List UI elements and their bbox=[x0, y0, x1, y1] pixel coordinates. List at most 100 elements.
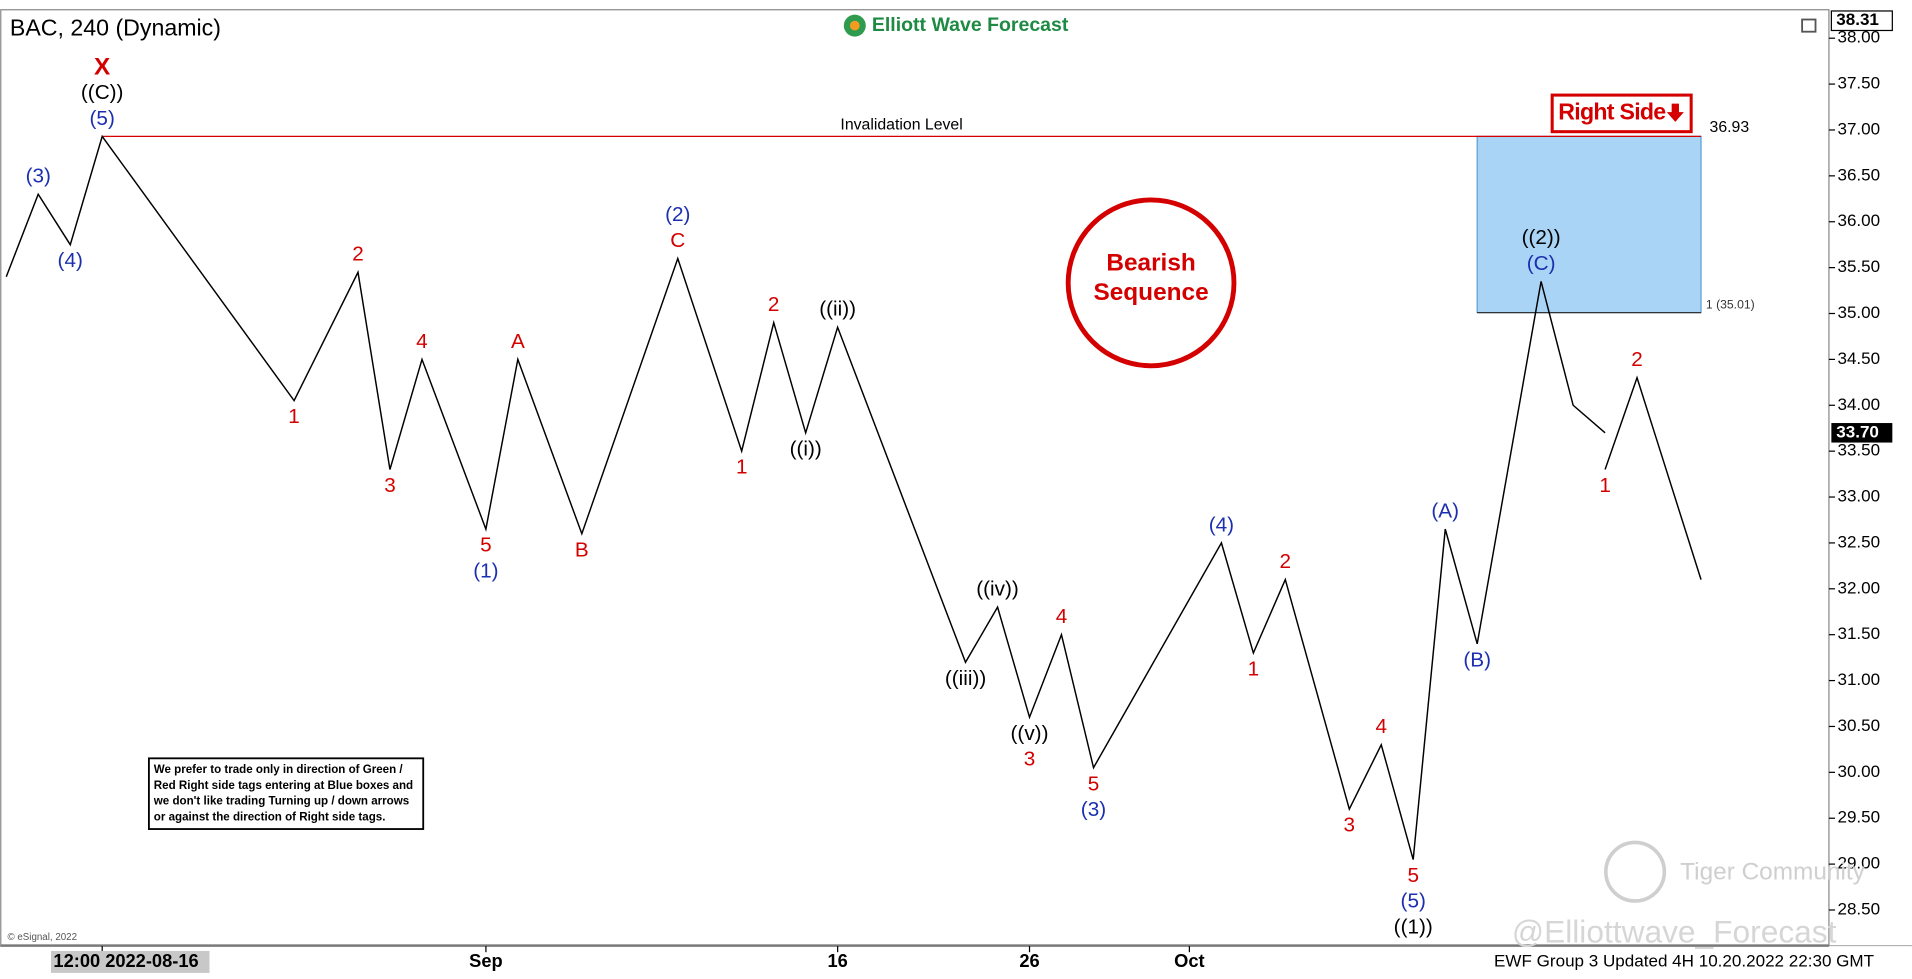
y-tick-label: 36.00 bbox=[1837, 211, 1880, 230]
last-price-label: 33.70 bbox=[1836, 422, 1879, 441]
badge-text: Bearish Sequence bbox=[1093, 249, 1209, 307]
wave-label: ((C)) bbox=[81, 81, 124, 104]
brand-name: Elliott Wave Forecast bbox=[872, 14, 1069, 36]
y-tick-label: 36.50 bbox=[1837, 165, 1880, 184]
wave-label: 3 bbox=[1024, 747, 1036, 770]
corner bbox=[1828, 946, 1912, 979]
y-max-label: 38.31 bbox=[1836, 10, 1879, 29]
wave-label: (3) bbox=[1081, 798, 1106, 821]
wave-label: 2 bbox=[1280, 550, 1292, 573]
wave-label: 2 bbox=[768, 293, 780, 316]
wave-label: 5 bbox=[1407, 864, 1419, 887]
wave-label: B bbox=[575, 538, 589, 561]
x-start-tag bbox=[50, 950, 210, 973]
wave-label: 2 bbox=[352, 243, 364, 266]
footer: EWF Group 3 Updated 4H 10.20.2022 22:30 … bbox=[1494, 951, 1875, 970]
y-tick-label: 28.50 bbox=[1837, 899, 1880, 918]
x-tick-label: Sep bbox=[469, 950, 503, 971]
wave-label: 4 bbox=[1375, 715, 1387, 738]
wave-label: A bbox=[511, 330, 525, 353]
y-tick-label: 30.00 bbox=[1837, 762, 1880, 781]
wave-label: 1 bbox=[288, 405, 300, 428]
y-tick-label: 38.00 bbox=[1837, 28, 1880, 47]
brand-logo: Elliott Wave Forecast bbox=[843, 14, 1069, 37]
wave-label: ((i)) bbox=[790, 437, 822, 460]
y-tick-label: 37.00 bbox=[1837, 119, 1880, 138]
invalidation-value: 36.93 bbox=[1710, 119, 1750, 136]
wave-label: 4 bbox=[1056, 605, 1068, 628]
wave-label: ((1)) bbox=[1394, 915, 1433, 938]
y-tick-label: 29.00 bbox=[1837, 854, 1880, 873]
wave-label: 5 bbox=[480, 534, 492, 557]
watermark-icon bbox=[1603, 840, 1667, 903]
wave-label: 5 bbox=[1088, 772, 1100, 795]
logo-icon-inner bbox=[849, 20, 860, 31]
badge-box: Bearish Sequence bbox=[1093, 249, 1209, 307]
y-tick-label: 31.00 bbox=[1837, 670, 1880, 689]
projection-line bbox=[1604, 375, 1702, 580]
note-box bbox=[147, 757, 425, 830]
wave-label: (A) bbox=[1431, 500, 1459, 523]
wave-label: ((v)) bbox=[1011, 722, 1049, 745]
plot-area: 28.50 29.00 29.50 30.00 30.50 31.00 31.50 32.00… bbox=[5, 10, 1893, 973]
chart-title: BAC, 240 (Dynamic) bbox=[10, 14, 221, 40]
invalidation-label: Invalidation Level bbox=[840, 117, 962, 134]
y-tick-label: 35.50 bbox=[1837, 257, 1880, 276]
right-side-text: Right Side bbox=[1558, 99, 1666, 125]
x-tick-label: 12:00 2022-08-16 bbox=[53, 950, 198, 971]
y-tick-label: 33.50 bbox=[1837, 441, 1880, 460]
target-box bbox=[1476, 135, 1702, 314]
last-price-tag bbox=[1831, 423, 1893, 443]
target-box-label: 1 (35.01) bbox=[1706, 297, 1755, 311]
wave-label: 1 bbox=[736, 456, 748, 479]
wave-label: ((iv)) bbox=[976, 578, 1019, 601]
wave-label: (4) bbox=[1209, 513, 1234, 536]
y-tick-label: 32.50 bbox=[1837, 532, 1880, 551]
wave-label: ((2)) bbox=[1522, 226, 1561, 249]
y-max-tag bbox=[1830, 10, 1893, 32]
wave-label: 3 bbox=[1344, 814, 1356, 837]
wave-label: (4) bbox=[58, 249, 83, 272]
wave-label: 2 bbox=[1631, 348, 1643, 371]
right-side-tag bbox=[1550, 93, 1693, 134]
wave-label: ((iii)) bbox=[945, 667, 986, 690]
note-wrap: We prefer to trade only in direction of … bbox=[153, 763, 414, 825]
wave-label: 3 bbox=[384, 474, 396, 497]
wave-label: (5) bbox=[90, 107, 115, 130]
wave-label: 1 bbox=[1599, 474, 1611, 497]
watermark: Tiger Community bbox=[1680, 858, 1865, 885]
x-tick-label: Oct bbox=[1174, 950, 1204, 971]
wave-label: (B) bbox=[1463, 648, 1491, 671]
wave-label: (3) bbox=[26, 165, 51, 188]
wave-label: (C) bbox=[1527, 252, 1556, 275]
y-tick-label: 34.00 bbox=[1837, 395, 1880, 414]
wave-label: (2) bbox=[665, 203, 690, 226]
plot-frame bbox=[0, 9, 1830, 946]
wave-label: (1) bbox=[473, 559, 498, 582]
badge-circle bbox=[1065, 197, 1237, 369]
wave-label: 4 bbox=[416, 330, 428, 353]
wave-label: X bbox=[94, 54, 111, 81]
y-tick-label: 31.50 bbox=[1837, 624, 1880, 643]
copyright: © eSignal, 2022 bbox=[7, 932, 77, 943]
note-text: We prefer to trade only in direction of … bbox=[153, 763, 414, 825]
y-tick-label: 37.50 bbox=[1837, 74, 1880, 93]
y-tick-label: 30.50 bbox=[1837, 716, 1880, 735]
down-arrow-icon bbox=[1666, 103, 1684, 122]
wave-label: ((ii)) bbox=[819, 298, 856, 321]
y-tick-label: 29.50 bbox=[1837, 808, 1880, 827]
wave-label: C bbox=[670, 229, 685, 252]
x-tick-label: 26 bbox=[1019, 950, 1039, 971]
y-tick-label: 33.00 bbox=[1837, 487, 1880, 506]
window-icon bbox=[1801, 18, 1817, 33]
y-tick-label: 35.00 bbox=[1837, 303, 1880, 322]
y-tick-label: 34.50 bbox=[1837, 349, 1880, 368]
y-tick-label: 32.00 bbox=[1837, 578, 1880, 597]
handle-watermark: @Elliottwave_Forecast bbox=[1512, 913, 1837, 949]
x-tick-label: 16 bbox=[827, 950, 847, 971]
wave-label: (5) bbox=[1401, 890, 1426, 913]
price-line bbox=[5, 134, 1606, 860]
